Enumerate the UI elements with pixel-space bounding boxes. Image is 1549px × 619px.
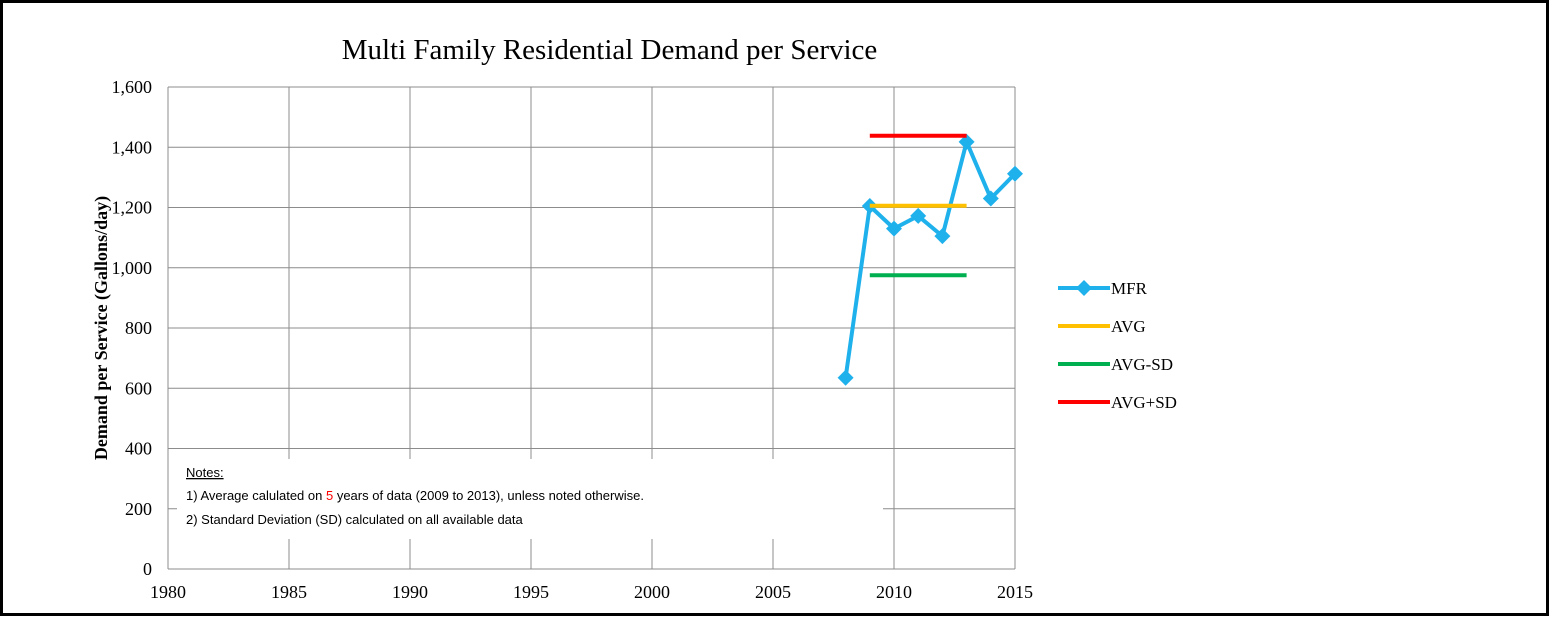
- y-tick-label-5: 1,000: [112, 258, 153, 278]
- x-tick-label-4: 2000: [634, 582, 670, 602]
- y-tick-label-6: 1,200: [112, 198, 153, 218]
- legend-marker-mfr: [1076, 280, 1092, 296]
- y-tick-label-0: 0: [143, 559, 152, 579]
- x-tick-label-0: 1980: [150, 582, 186, 602]
- x-tick-label-3: 1995: [513, 582, 549, 602]
- y-tick-label-4: 800: [125, 318, 152, 338]
- x-tick-label-6: 2010: [876, 582, 912, 602]
- notes-line-1-end: years of data (2009 to 2013), unless not…: [333, 488, 644, 503]
- data-point-mfr-2012: [934, 228, 951, 245]
- legend-label-avg-sd: AVG+SD: [1111, 393, 1177, 412]
- data-point-mfr-2011: [910, 207, 927, 224]
- legend: MFR AVG AVG-SD AVG+SD: [1058, 279, 1177, 412]
- y-tick-label-7: 1,400: [112, 137, 153, 157]
- data-point-mfr-2010: [886, 220, 902, 237]
- y-tick-label-3: 600: [125, 378, 152, 398]
- y-tick-label-2: 400: [125, 439, 152, 459]
- series-layer: [837, 133, 1023, 386]
- x-tick-label-5: 2005: [755, 582, 791, 602]
- series-line-mfr: [843, 139, 1017, 378]
- notes-line-2: 2) Standard Deviation (SD) calculated on…: [186, 512, 524, 527]
- data-point-mfr-2008: [837, 369, 854, 386]
- data-point-mfr-2013: [958, 133, 975, 150]
- notes-background: [177, 459, 883, 539]
- x-tick-label-1: 1985: [271, 582, 307, 602]
- legend-label-mfr: MFR: [1111, 279, 1148, 298]
- chart-title: Multi Family Residential Demand per Serv…: [342, 34, 878, 66]
- x-tick-label-2: 1990: [392, 582, 428, 602]
- y-tick-label-8: 1,600: [112, 77, 153, 97]
- axes: 0 200 400 600 800 1,000 1,200 1,400 1,600 1980 198…: [112, 77, 1034, 602]
- data-point-mfr-2014: [982, 190, 999, 207]
- notes-line-1-highlight: 5: [326, 488, 333, 503]
- notes-line-1: 1) Average calulated on 5 years of data …: [186, 488, 644, 503]
- legend-label-avg: AVG: [1111, 317, 1146, 336]
- notes-heading: Notes:: [186, 465, 224, 480]
- data-point-mfr-2015: [1007, 165, 1023, 182]
- legend-label-avg-sd: AVG-SD: [1111, 355, 1173, 374]
- x-tick-label-7: 2015: [997, 582, 1033, 602]
- notes-line-1-start: 1) Average calulated on: [186, 488, 326, 503]
- y-tick-label-1: 200: [125, 499, 152, 519]
- y-axis-label: Demand per Service (Gallons/day): [91, 196, 112, 460]
- chart-svg: Multi Family Residential Demand per Serv…: [91, 34, 1177, 602]
- notes-box: Notes: 1) Average calulated on 5 years o…: [177, 459, 883, 539]
